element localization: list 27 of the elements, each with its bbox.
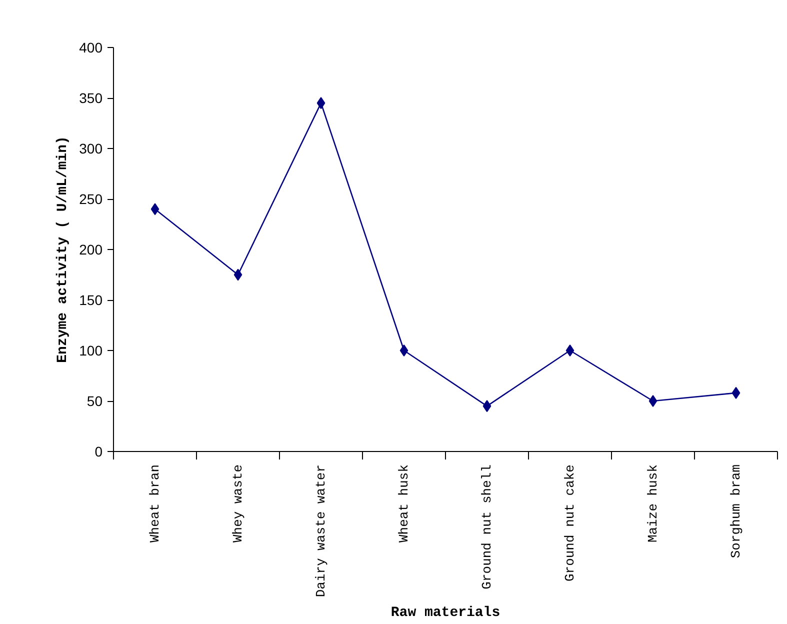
- x-tick-label: Ground nut shell: [480, 464, 494, 590]
- x-tick-label: Sorghum bram: [728, 464, 744, 558]
- x-tick-label: Wheat husk: [396, 464, 412, 543]
- y-tick-label: 300: [79, 140, 103, 156]
- y-tick-label: 200: [79, 242, 103, 258]
- x-axis-title: Raw materials: [390, 605, 500, 622]
- point: [482, 400, 492, 412]
- point: [566, 344, 574, 356]
- y-tick-label: 150: [79, 292, 103, 308]
- y-tick-label: 250: [79, 191, 103, 207]
- y-tick-label: 400: [79, 40, 103, 56]
- point: [150, 203, 160, 216]
- x-tick-label: Maize husk: [646, 464, 660, 543]
- point: [316, 97, 326, 110]
- x-tick-label: Wheat bran: [148, 464, 162, 543]
- y-tick-label: 0: [94, 444, 103, 460]
- x-tick-label: Dairy waste water: [314, 464, 328, 598]
- x-tick-label: Ground nut cake: [562, 464, 578, 582]
- y-tick-label: 50: [86, 393, 103, 409]
- point: [400, 344, 408, 356]
- y-tick-label: 350: [79, 90, 103, 106]
- x-tick-label: Whey waste: [230, 464, 246, 543]
- point: [732, 386, 740, 399]
- point: [648, 395, 658, 407]
- y-axis-title: Enzyme activity ( U/mL/min): [55, 136, 72, 363]
- point: [234, 268, 242, 281]
- y-tick-label: 100: [79, 342, 103, 358]
